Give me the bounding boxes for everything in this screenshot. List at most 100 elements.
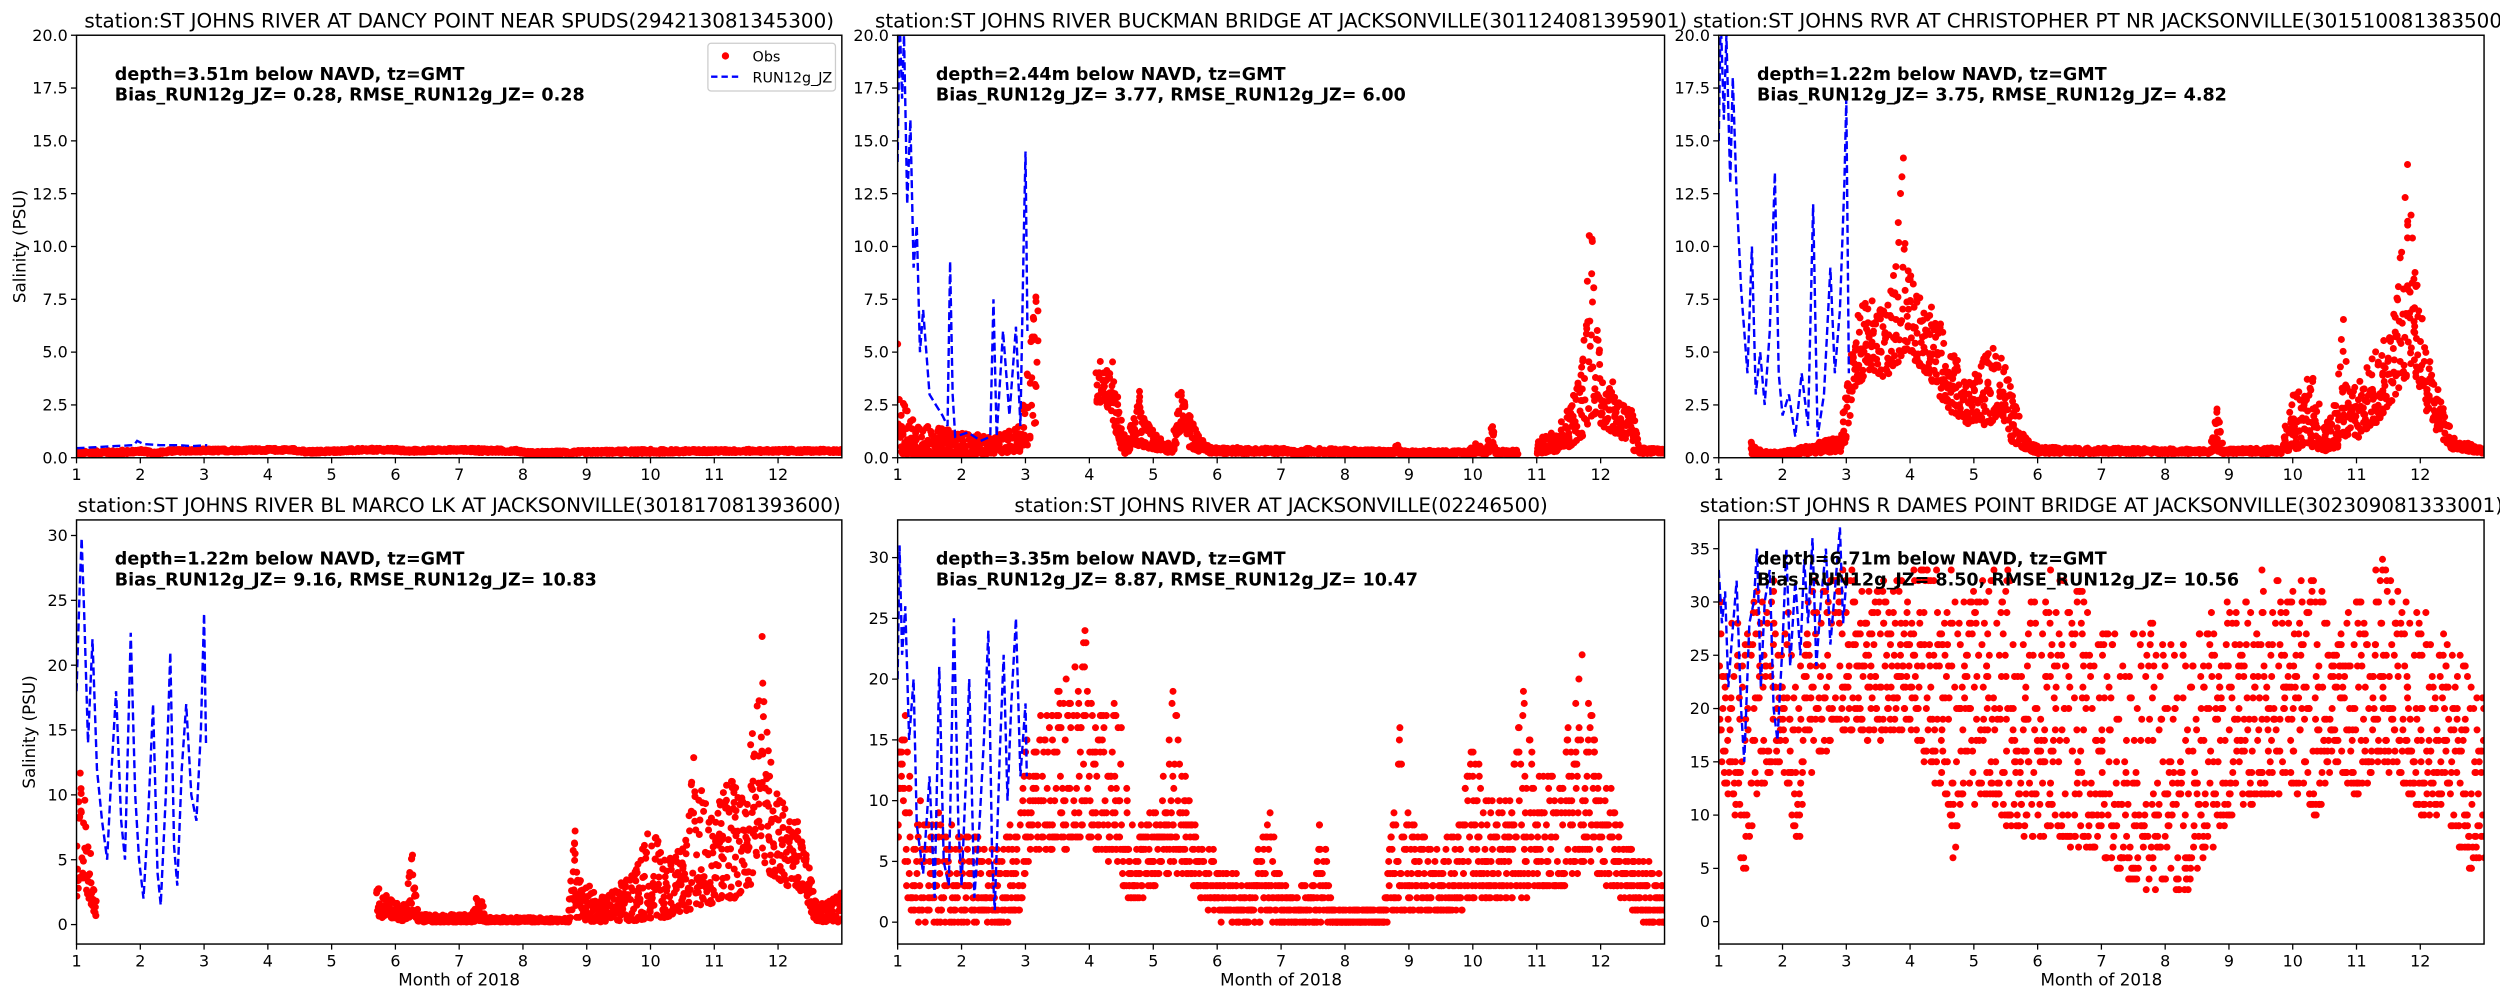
obs-point (1975, 372, 1983, 380)
obs-point (1590, 284, 1598, 292)
y-tick-label: 2.5 (42, 396, 67, 415)
obs-point (1916, 294, 1924, 302)
model-line (897, 35, 1029, 443)
y-tick-label: 0.0 (42, 448, 67, 467)
y-tick-label: 5.0 (42, 343, 67, 362)
obs-point (1994, 363, 2002, 371)
obs-point (1899, 305, 1907, 313)
obs-series (897, 232, 1665, 458)
obs-point (1028, 401, 1036, 409)
obs-point (1939, 328, 1947, 336)
obs-point (1175, 407, 1183, 415)
y-tick-label: 10.0 (32, 237, 68, 256)
obs-point (1588, 235, 1596, 243)
y-tick-label: 7.5 (42, 290, 67, 309)
obs-point (1634, 440, 1642, 448)
obs-point (1901, 239, 1909, 247)
obs-point (1876, 315, 1884, 323)
obs-point (1589, 363, 1597, 371)
x-tick-label: 2 (135, 465, 145, 484)
y-tick-label: 15.0 (32, 131, 68, 150)
obs-point (1909, 280, 1917, 288)
model-line (76, 439, 208, 450)
obs-point (1631, 417, 1639, 425)
obs-point (1093, 381, 1101, 389)
obs-point (1840, 427, 1848, 435)
obs-point (1591, 385, 1599, 393)
obs-point (1874, 360, 1882, 368)
obs-point (1599, 379, 1607, 387)
obs-point (2215, 418, 2223, 426)
obs-point (1585, 405, 1593, 413)
obs-point (1115, 408, 1123, 416)
obs-point (1565, 433, 1573, 441)
obs-point (1867, 361, 1876, 369)
x-tick-label: 7 (454, 465, 464, 484)
y-tick-label: 2.5 (864, 396, 889, 415)
obs-point (1186, 412, 1194, 420)
obs-point (1661, 446, 1665, 454)
obs-point (1594, 336, 1602, 344)
obs-point (1611, 393, 1619, 401)
obs-point (1029, 411, 1037, 419)
obs-point (1843, 403, 1851, 411)
obs-point (2008, 392, 2016, 400)
obs-point (1847, 396, 1855, 404)
subplot-1: 1 2 3 4 5 6 7 8 9 10 11 120.02.55.07.510.012.515.01… (10, 9, 843, 484)
obs-point (1588, 270, 1596, 278)
obs-point (1181, 403, 1189, 411)
obs-point (1587, 331, 1595, 339)
obs-point (1114, 393, 1122, 401)
obs-point (1109, 358, 1117, 366)
obs-point (1930, 343, 1938, 351)
y-tick-label: 12.5 (853, 184, 889, 203)
obs-point (1028, 374, 1036, 382)
subplot-title: station:ST JOHNS RIVER AT DANCY POINT NE… (84, 9, 834, 32)
obs-point (1488, 423, 1497, 431)
obs-point (1489, 430, 1497, 438)
obs-point (1891, 352, 1899, 360)
obs-point (2213, 435, 2221, 443)
obs-point (1981, 395, 1989, 403)
obs-point (1894, 219, 1902, 227)
obs-point (2216, 427, 2224, 435)
obs-point (1892, 263, 1900, 271)
obs-point (1868, 338, 1876, 346)
obs-point (1926, 330, 1934, 339)
obs-point (1898, 317, 1906, 325)
y-axis-label: Salinity (PSU) (10, 190, 30, 303)
obs-point (1926, 312, 1934, 320)
obs-point (1592, 408, 1600, 416)
obs-point (1586, 342, 1594, 350)
obs-point (1864, 305, 1872, 313)
obs-point (1877, 348, 1885, 356)
obs-point (899, 400, 907, 408)
obs-point (2001, 363, 2009, 372)
obs-point (1879, 372, 1887, 380)
x-tick-label: 5 (327, 465, 337, 484)
obs-point (1937, 320, 1945, 328)
obs-point (1029, 313, 1037, 321)
obs-point (1856, 314, 1864, 322)
obs-point (1889, 272, 1898, 280)
obs-point (1956, 404, 1964, 412)
obs-point (2285, 446, 2293, 454)
obs-point (1978, 414, 1986, 422)
obs-point (1557, 418, 1565, 426)
obs-point (1859, 366, 1867, 374)
obs-point (1862, 342, 1870, 350)
obs-point (912, 436, 920, 444)
obs-point (1110, 378, 1118, 386)
obs-point (2004, 376, 2012, 384)
obs-point (1177, 388, 1185, 396)
obs-point (1588, 298, 1596, 306)
subplot-title: station:ST JOHNS RIVER BUCKMAN BRIDGE AT… (875, 9, 1687, 32)
obs-point (1020, 423, 1028, 431)
x-tick-label: 1 (71, 465, 81, 484)
x-tick-label: 11 (704, 465, 724, 484)
y-tick-label: 5.0 (864, 343, 889, 362)
x-tick-label: 10 (640, 465, 660, 484)
obs-point (1579, 357, 1587, 365)
subplot-2: 1 2 3 4 5 6 7 8 9 10 11 120.02.55.07.510.012.515.01… (853, 9, 1687, 484)
y-tick-label: 7.5 (864, 290, 889, 309)
